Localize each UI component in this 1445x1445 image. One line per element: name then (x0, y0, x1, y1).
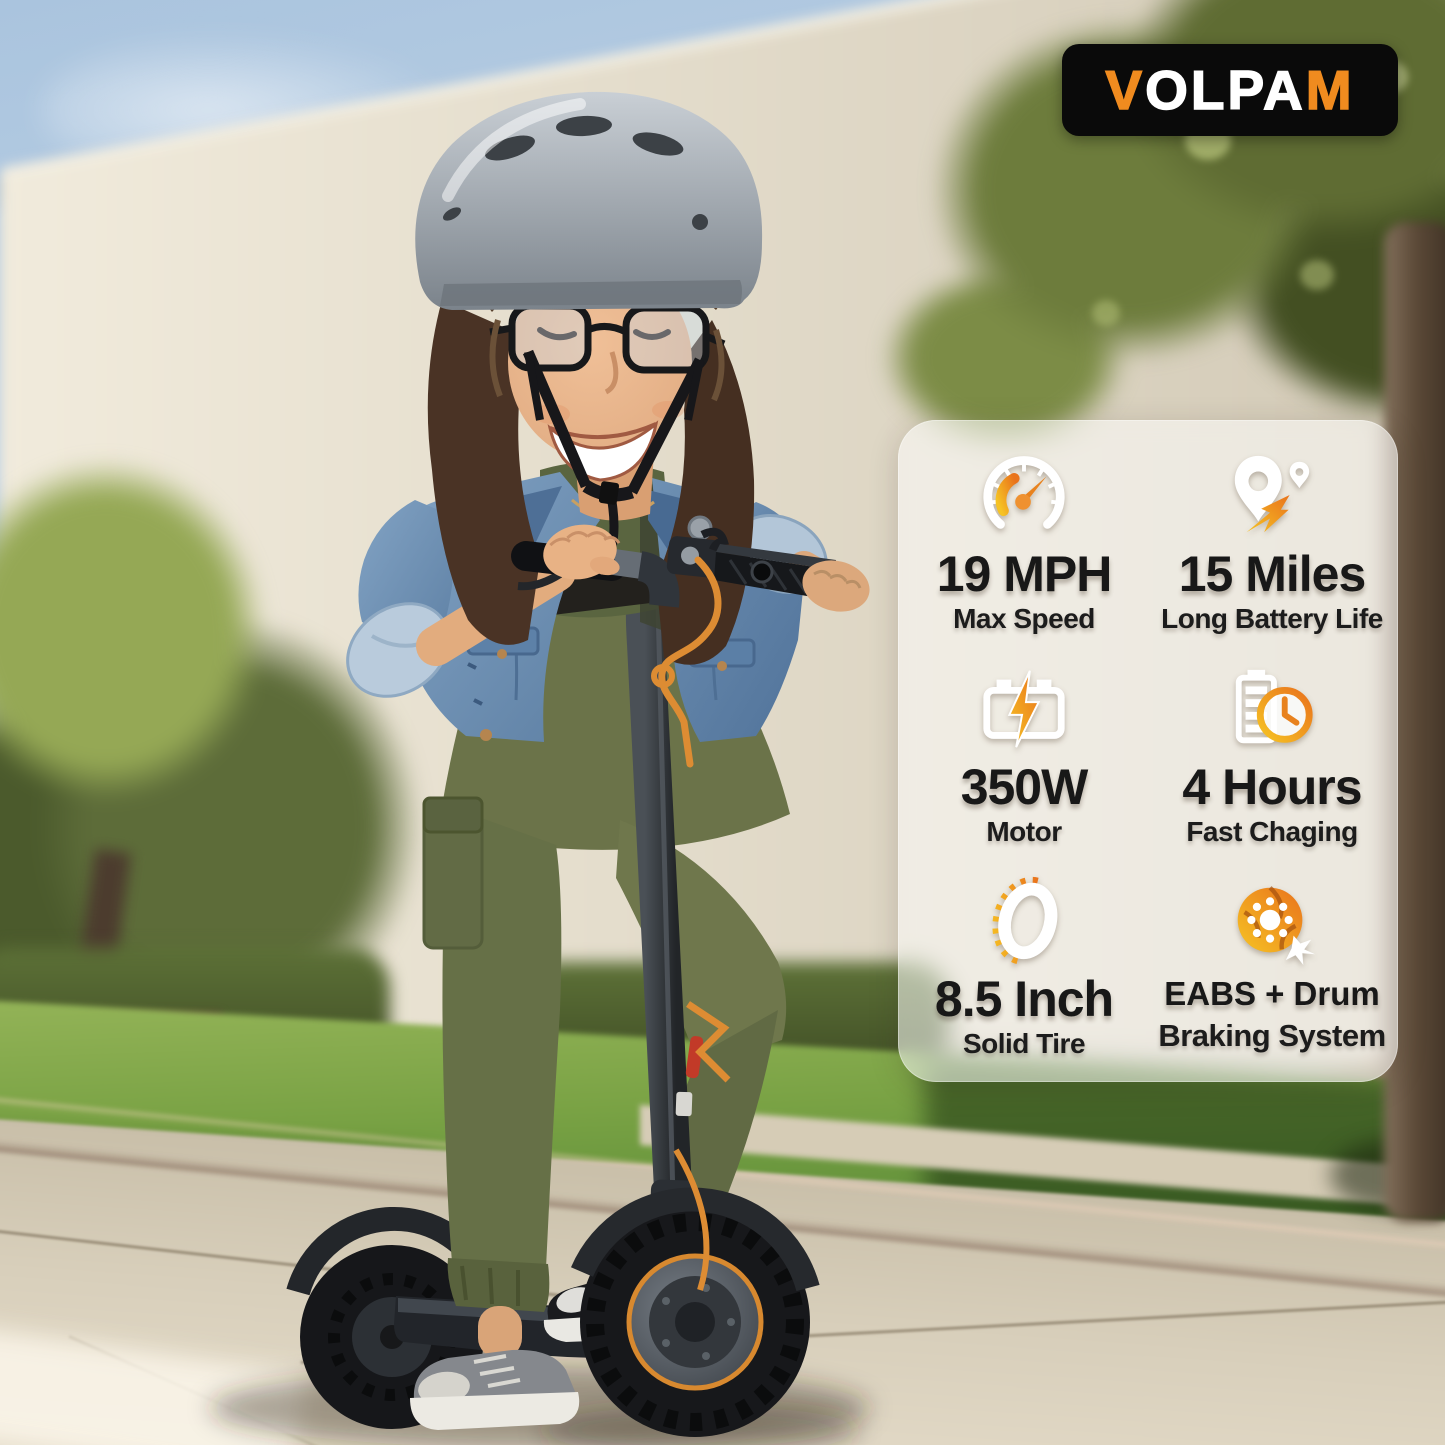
feature-braking: EABS + Drum Braking System (1148, 859, 1396, 1072)
feature-tire: 8.5 Inch Solid Tire (900, 859, 1148, 1072)
bokeh-highlight (1300, 260, 1334, 290)
feature-battery-range: 15 Miles Long Battery Life (1148, 434, 1396, 647)
bokeh-highlight (1092, 300, 1120, 326)
feature-subtitle: Long Battery Life (1161, 603, 1383, 634)
feature-subtitle: Fast Chaging (1186, 815, 1358, 847)
feature-title: 19 MPH (936, 546, 1113, 602)
feature-subtitle: Motor (986, 815, 1062, 847)
gray-sneaker (410, 1349, 580, 1430)
logo-letter-m: M (1305, 58, 1355, 122)
helmet-vents (442, 115, 708, 230)
solid-tire-icon (992, 877, 1058, 965)
brand-logo-badge: V OLPA M (1062, 44, 1398, 136)
rear-brake-cable (686, 1001, 731, 1083)
feature-subtitle: Max Speed (953, 603, 1095, 634)
feature-title: 350W (960, 758, 1089, 815)
feature-max-speed: 19 MPH Max Speed (900, 434, 1148, 647)
speedometer-icon (983, 456, 1065, 529)
battery-clock-icon (1235, 669, 1313, 743)
battery-lightning-icon (983, 670, 1065, 748)
front-wheel (570, 1148, 820, 1437)
feature-title: 8.5 Inch (934, 971, 1114, 1028)
feature-subtitle: Braking System (1158, 1017, 1386, 1053)
brake-disc-icon (1237, 886, 1316, 966)
logo-letters-olpa: OLPA (1144, 58, 1306, 122)
feature-charging: 4 Hours Fast Chaging (1148, 647, 1396, 860)
feature-subtitle: Solid Tire (962, 1028, 1086, 1060)
feature-title: 4 Hours (1182, 758, 1362, 815)
chin-strap (522, 349, 705, 568)
feature-panel: 19 MPH Max Speed 15 Miles Long Battery L… (898, 420, 1398, 1082)
feature-title: 15 Miles (1178, 546, 1367, 602)
feature-motor: 350W Motor (900, 647, 1148, 860)
rider-head (415, 91, 763, 665)
location-route-icon (1234, 455, 1310, 533)
feature-title: EABS + Drum (1164, 975, 1380, 1013)
rider-hands (543, 524, 870, 612)
logo-letter-v: V (1105, 58, 1146, 122)
orange-cable (658, 556, 722, 768)
